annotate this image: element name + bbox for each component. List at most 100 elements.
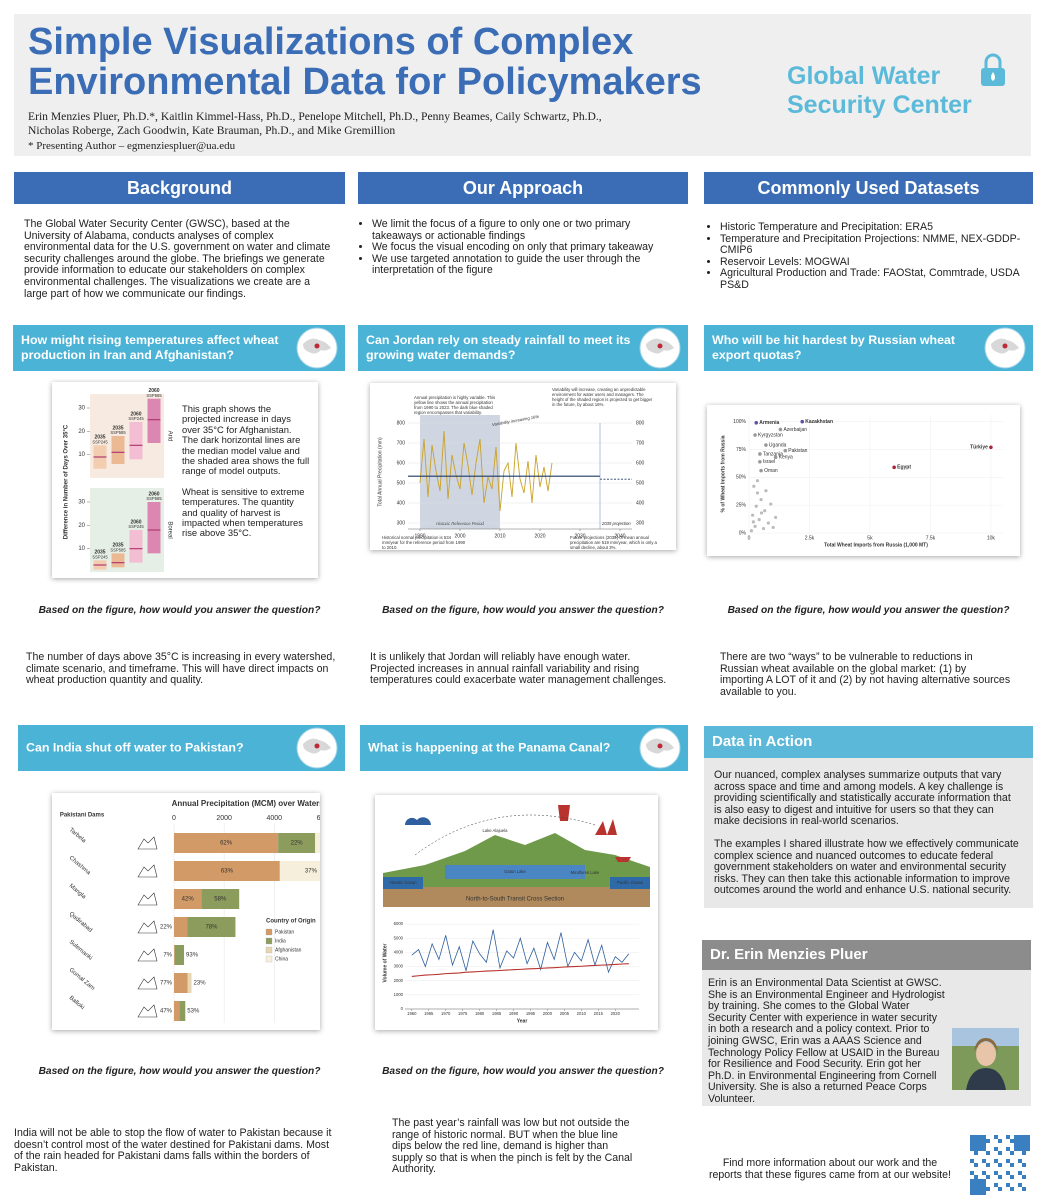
- qr-cell: [1014, 1143, 1018, 1147]
- qr-cell: [1026, 1135, 1030, 1139]
- lock-shackle: [984, 53, 1002, 68]
- x-tick-label: 2.5k: [805, 535, 815, 541]
- range-bar: [129, 530, 143, 563]
- qr-cell: [970, 1143, 974, 1147]
- qr-cell: [974, 1187, 978, 1191]
- qr-cell: [978, 1139, 982, 1143]
- caption: This graph shows the projected increase …: [182, 403, 310, 549]
- x-tick-label: 2010: [577, 1011, 587, 1016]
- rain-cloud: [404, 817, 431, 825]
- photo-hair: [974, 1038, 998, 1052]
- qr-cell: [998, 1151, 1002, 1155]
- point: [751, 520, 755, 524]
- point: [773, 455, 778, 460]
- x-tick-label: 2040: [614, 533, 625, 539]
- x-tick-label: 5k: [867, 535, 873, 541]
- qr-cell: [1006, 1183, 1010, 1187]
- bar-label: 2060: [148, 388, 159, 394]
- y-tick-label: 400: [397, 500, 406, 506]
- ship: [615, 857, 631, 862]
- segment-label: 58%: [214, 897, 227, 903]
- point: [989, 445, 993, 450]
- point-label: Oman: [764, 468, 778, 474]
- point-label: Tanzania: [763, 451, 783, 457]
- dam-label: Qadirabad: [68, 911, 93, 934]
- footer-text: Find more information about our work and…: [708, 1157, 951, 1181]
- qr-cell: [1006, 1171, 1010, 1175]
- globe-icon: [639, 327, 681, 369]
- point-label: Armenia: [759, 420, 779, 426]
- photo-sky: [952, 1028, 1019, 1046]
- dam-icon: [137, 948, 158, 962]
- question-bar: Who will be hit hardest by Russian wheat…: [704, 325, 1033, 371]
- qr-cell: [1014, 1147, 1018, 1151]
- qr-cell: [982, 1143, 986, 1147]
- title-line: Simple Visualizations of Complex: [28, 21, 634, 63]
- bio-text: Erin is an Environmental Data Scientist …: [708, 977, 945, 1105]
- qr-cell: [970, 1171, 974, 1175]
- section-heading: Dr. Erin Menzies Pluer: [702, 940, 1031, 970]
- bullet: We use targeted annotation to guide the …: [372, 253, 677, 277]
- segment-label: 7%: [163, 953, 172, 959]
- bar-segment: [174, 973, 188, 993]
- qr-cell: [978, 1187, 982, 1191]
- bar-label: SSP245: [92, 554, 108, 559]
- y-tick-label: 500: [397, 480, 406, 486]
- diagram-label: Pacific Ocean: [617, 880, 644, 885]
- qr-cell: [998, 1175, 1002, 1179]
- qr-cell: [978, 1135, 982, 1139]
- point-label: Kenya: [779, 455, 793, 461]
- qr-cell: [970, 1183, 974, 1187]
- bar-segment: [174, 945, 175, 965]
- point: [771, 525, 775, 530]
- qr-cell: [978, 1179, 982, 1183]
- qr-cell: [1010, 1151, 1014, 1155]
- x-tick-label: 4000: [267, 815, 283, 822]
- qr-cell: [978, 1143, 982, 1147]
- qr-cell: [986, 1187, 990, 1191]
- diagram-label: Gatun Lake: [504, 869, 526, 874]
- bar-segment: [187, 973, 192, 993]
- dam-label: Chashma: [68, 855, 92, 877]
- qr-cell: [982, 1159, 986, 1163]
- terrain-soil: [383, 887, 650, 907]
- segment-label: 22%: [160, 925, 173, 931]
- segment-label: 63%: [221, 869, 234, 875]
- dam-label: Tarbela: [68, 827, 87, 845]
- logo: Global Water Security Center: [787, 62, 972, 120]
- x-tick-label: 1985: [492, 1011, 502, 1016]
- bar-segment: [174, 861, 280, 881]
- answer: India will not be able to stop the flow …: [14, 1127, 332, 1174]
- bar-segment: [187, 917, 236, 937]
- y-tick-label: 50%: [736, 475, 747, 481]
- y-tick-label: 500: [636, 480, 645, 486]
- qr-cell: [998, 1187, 1002, 1191]
- figure-graphic: Difference in Number of Days Over 35°C Ar…: [64, 388, 172, 572]
- bar-label: SSP585: [146, 393, 162, 398]
- point: [755, 491, 760, 495]
- qr-cell: [1026, 1147, 1030, 1151]
- x-tick-label: 2000: [216, 815, 232, 822]
- reference-label: Historic Reference Period: [436, 521, 484, 526]
- section-heading: Background: [14, 172, 345, 204]
- dam-icon: [137, 920, 158, 934]
- diagram-label: North-to-South Transit Cross Section: [466, 897, 564, 903]
- point: [755, 479, 760, 483]
- answer: It is unlikely that Jordan will reliably…: [370, 651, 667, 687]
- question-bar: What is happening at the Panama Canal?: [360, 725, 688, 771]
- y-tick-label: 10: [78, 452, 85, 458]
- reference-period: [420, 415, 500, 529]
- figure-graphic: Annual Precipitation (MCM) over Watershe…: [60, 799, 320, 1023]
- dam-label: Sulemanki: [68, 939, 93, 962]
- qr-cell: [970, 1191, 974, 1195]
- prompt: Based on the figure, how would you answe…: [727, 605, 1010, 616]
- water-glass: [558, 805, 570, 821]
- y-tick-label: 30: [78, 406, 85, 412]
- qr-cell: [974, 1163, 978, 1167]
- qr-cell: [998, 1139, 1002, 1143]
- segment-label: 47%: [160, 1009, 173, 1015]
- qr-cell: [1022, 1175, 1026, 1179]
- y-tick-label: 10: [78, 546, 85, 552]
- point: [800, 419, 805, 424]
- chart-title: Annual Precipitation (MCM) over Watershe…: [172, 799, 320, 808]
